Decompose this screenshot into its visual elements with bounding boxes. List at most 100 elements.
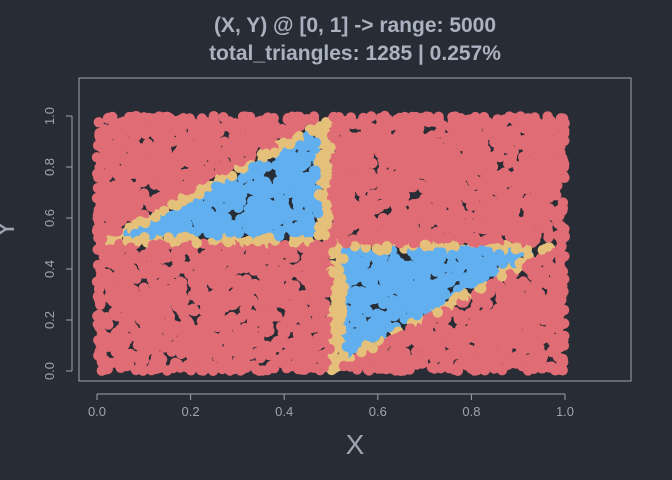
data-point: [481, 224, 492, 235]
data-point: [545, 298, 556, 309]
data-point: [241, 291, 252, 303]
data-point: [196, 113, 208, 124]
data-point: [187, 277, 199, 289]
data-point: [207, 115, 218, 126]
data-point: [209, 293, 220, 304]
data-point: [186, 117, 198, 128]
data-point: [247, 360, 259, 371]
data-point: [133, 125, 144, 136]
data-point: [464, 308, 475, 319]
data-point: [429, 346, 440, 357]
data-point: [378, 298, 389, 310]
data-point: [453, 208, 464, 219]
data-point: [335, 137, 347, 148]
data-point: [111, 284, 123, 295]
data-point: [450, 193, 462, 204]
data-point: [129, 310, 140, 321]
data-point: [444, 349, 455, 360]
data-point: [516, 281, 527, 293]
data-point: [139, 232, 150, 243]
data-point: [416, 250, 427, 261]
data-point: [191, 238, 202, 249]
data-point: [552, 351, 563, 362]
data-point: [217, 278, 229, 289]
data-point: [92, 244, 103, 255]
data-point: [321, 287, 333, 298]
data-point: [363, 234, 375, 245]
data-point: [244, 142, 256, 154]
data-point: [433, 111, 444, 123]
data-point: [503, 319, 514, 331]
data-point: [551, 159, 562, 171]
data-point: [184, 210, 196, 221]
data-point: [405, 152, 416, 163]
data-point: [557, 365, 568, 376]
data-point: [537, 363, 548, 374]
data-point: [98, 278, 109, 289]
data-point: [436, 247, 447, 258]
data-point: [321, 169, 332, 180]
data-point: [239, 322, 251, 334]
data-point: [537, 142, 548, 153]
data-point: [447, 249, 458, 261]
data-point: [444, 151, 456, 162]
data-point: [536, 214, 547, 226]
data-point: [117, 328, 128, 339]
data-point: [555, 167, 566, 179]
data-point: [421, 225, 432, 236]
data-point: [252, 236, 264, 247]
data-point: [244, 217, 255, 228]
data-point: [360, 182, 371, 193]
data-point: [150, 211, 161, 223]
data-point: [114, 214, 126, 226]
data-point: [335, 119, 346, 130]
data-point: [134, 356, 146, 367]
data-point: [478, 357, 489, 368]
data-point: [92, 168, 103, 179]
data-point: [502, 345, 513, 356]
data-point: [387, 159, 398, 171]
data-point: [494, 213, 506, 225]
data-point: [346, 117, 357, 128]
data-point: [390, 263, 401, 274]
data-point: [358, 112, 369, 124]
data-point: [302, 261, 313, 272]
data-point: [311, 317, 322, 328]
data-point: [229, 288, 240, 299]
data-point: [171, 212, 182, 223]
data-point: [241, 299, 253, 310]
data-point: [527, 270, 538, 281]
data-point: [214, 161, 225, 172]
data-point: [482, 320, 494, 331]
data-point: [524, 235, 536, 246]
data-point: [217, 362, 229, 373]
data-point: [205, 168, 216, 179]
data-point: [462, 128, 473, 139]
data-point: [445, 211, 456, 222]
data-point: [182, 219, 193, 230]
data-point: [329, 177, 340, 188]
data-point: [428, 145, 439, 156]
data-point: [363, 307, 374, 318]
data-point: [302, 252, 313, 263]
data-point: [374, 202, 385, 213]
data-point: [288, 290, 299, 301]
data-point: [315, 121, 326, 132]
data-point: [109, 226, 121, 237]
data-point: [107, 296, 118, 307]
data-point: [449, 241, 460, 252]
data-point: [456, 114, 468, 125]
data-point: [321, 199, 332, 210]
data-point: [243, 183, 254, 194]
data-point: [292, 324, 304, 335]
data-point: [330, 196, 342, 207]
data-point: [342, 130, 354, 142]
data-point: [426, 177, 437, 188]
data-point: [441, 326, 453, 337]
data-point: [395, 365, 406, 376]
data-point: [169, 278, 180, 290]
data-point: [319, 148, 330, 160]
data-point: [234, 217, 245, 229]
data-point: [495, 337, 506, 348]
